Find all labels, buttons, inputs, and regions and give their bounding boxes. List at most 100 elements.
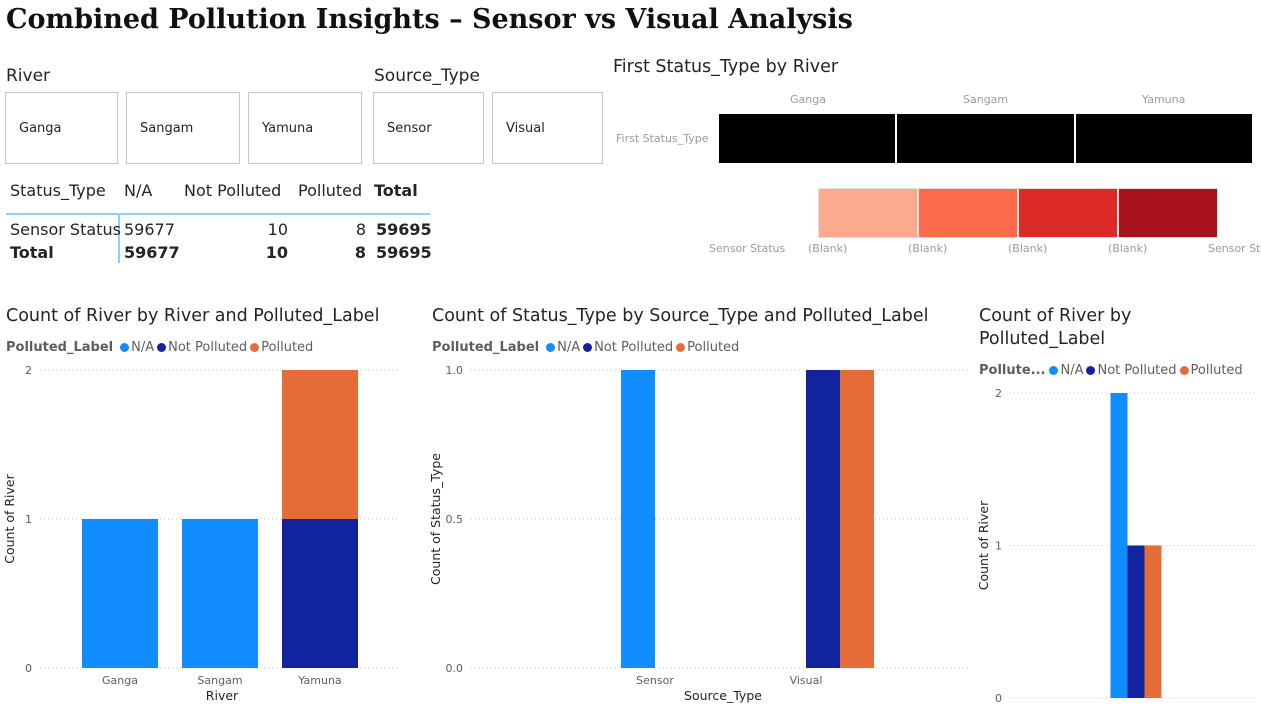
chart1-legend-na[interactable]: N/A <box>120 340 154 355</box>
matrix-total-not-polluted: 10 <box>265 243 288 262</box>
heat-swatch-4 <box>1119 189 1217 237</box>
chart2-legend-na[interactable]: N/A <box>546 340 580 355</box>
chart3-legend-title: Pollute... <box>979 363 1046 378</box>
river-slicer-title: River <box>6 66 51 86</box>
legend-label: N/A <box>131 340 155 355</box>
legend-dot-icon <box>1086 365 1096 375</box>
heat-swatch-3 <box>1019 189 1117 237</box>
x-tick-label: Sensor <box>636 674 674 687</box>
y-tick-label: 1.0 <box>446 364 464 377</box>
y-tick-label: 2 <box>995 387 1002 400</box>
matrix-header-polluted[interactable]: Polluted <box>298 181 363 200</box>
chart3-legend-na[interactable]: N/A <box>1049 363 1083 378</box>
y-axis-title: Count of River <box>976 500 991 590</box>
page-title: Combined Pollution Insights – Sensor vs … <box>6 4 853 35</box>
x-tick-label: Visual <box>790 674 823 687</box>
y-axis-title: Count of Status_Type <box>428 453 443 585</box>
chart2-plot: 0.0 0.5 1.0 Sensor Visual Count of Status_Typ… <box>428 364 968 703</box>
bar-n-a <box>182 519 258 668</box>
chart3-legend-polluted[interactable]: Polluted <box>1179 363 1243 378</box>
legend-dot-icon <box>583 342 593 352</box>
matrix-row-label[interactable]: Sensor Status <box>10 220 121 239</box>
legend-label: Not Polluted <box>594 340 674 355</box>
heatmap-col-yamuna: Yamuna <box>1142 93 1186 106</box>
chart2-title: Count of Status_Type by Source_Type and … <box>432 306 929 326</box>
y-tick-label: 1 <box>995 540 1002 553</box>
bar-polluted <box>1144 545 1162 698</box>
matrix-header-divider <box>6 213 430 215</box>
chart2-legend: Polluted_Label N/A Not Polluted Polluted <box>432 340 742 355</box>
y-tick-label: 2 <box>25 364 32 377</box>
chart1-plot: 0 1 2 Ganga Sangam Yamuna Count of River River <box>2 364 400 703</box>
heat-label-sensor-status: Sensor Status <box>709 242 786 255</box>
heat-swatch-1 <box>819 189 917 237</box>
matrix-total-total: 59695 <box>376 243 432 262</box>
heat-label-blank-4: (Blank) <box>1108 242 1148 255</box>
matrix-row-divider <box>118 215 120 263</box>
y-tick-label: 0.0 <box>446 662 464 675</box>
x-tick-label: Ganga <box>102 674 138 687</box>
slicer-tile-visual[interactable]: Visual <box>492 92 603 164</box>
x-tick-label: Sangam <box>197 674 242 687</box>
y-tick-label: 0 <box>25 662 32 675</box>
matrix-header-total[interactable]: Total <box>374 181 418 200</box>
slicer-tile-sangam[interactable]: Sangam <box>126 92 240 164</box>
heatmap-cell-yamuna[interactable] <box>1075 114 1252 163</box>
slicer-tile-sensor[interactable]: Sensor <box>373 92 484 164</box>
y-tick-label: 0 <box>995 692 1002 705</box>
heat-label-blank-1: (Blank) <box>808 242 848 255</box>
legend-dot-icon <box>120 342 130 352</box>
heat-label-blank-2: (Blank) <box>908 242 948 255</box>
x-axis-title: Source_Type <box>684 688 762 703</box>
chart1-legend-not-polluted[interactable]: Not Polluted <box>157 340 247 355</box>
matrix-cell-total: 59695 <box>376 220 432 239</box>
slicer-tile-ganga[interactable]: Ganga <box>5 92 118 164</box>
heatmap-col-ganga: Ganga <box>790 93 826 106</box>
legend-dot-icon <box>157 342 167 352</box>
legend-label: Polluted <box>1190 363 1243 378</box>
heat-swatch-2 <box>919 189 1017 237</box>
chart1-legend-title: Polluted_Label <box>6 340 114 355</box>
legend-label: Polluted <box>261 340 314 355</box>
matrix-header-na[interactable]: N/A <box>124 181 153 200</box>
chart3-legend-not-polluted[interactable]: Not Polluted <box>1086 363 1177 378</box>
heat-legend-strip <box>818 188 1218 238</box>
chart1-legend: Polluted_Label N/A Not Polluted Polluted <box>6 340 316 355</box>
y-tick-label: 1 <box>25 513 32 526</box>
matrix-header-status-type[interactable]: Status_Type <box>10 181 106 200</box>
x-axis-title: River <box>206 688 239 703</box>
matrix-cell-na: 59677 <box>124 220 175 239</box>
bar-polluted <box>840 370 874 668</box>
legend-label: Polluted <box>687 340 740 355</box>
matrix-total-label: Total <box>10 243 54 262</box>
legend-label: Not Polluted <box>168 340 248 355</box>
chart3-title: Count of River by Polluted_Label <box>979 306 1132 349</box>
heat-label-sensor-status-2: Sensor Sta <box>1208 242 1261 255</box>
legend-label: N/A <box>1060 363 1084 378</box>
legend-label: Not Polluted <box>1097 363 1177 378</box>
heatmap-band <box>719 114 1252 163</box>
legend-dot-icon <box>676 342 686 352</box>
matrix-header-not-polluted[interactable]: Not Polluted <box>184 181 282 200</box>
chart2-legend-polluted[interactable]: Polluted <box>676 340 739 355</box>
chart1-legend-polluted[interactable]: Polluted <box>250 340 313 355</box>
status-matrix: Status_Type N/A Not Polluted Polluted To… <box>6 176 432 266</box>
chart2-legend-not-polluted[interactable]: Not Polluted <box>583 340 673 355</box>
chart3-legend: Pollute... N/A Not Polluted Polluted <box>979 363 1246 378</box>
slicer-tile-yamuna[interactable]: Yamuna <box>248 92 362 164</box>
chart1-title: Count of River by River and Polluted_Lab… <box>6 306 380 326</box>
y-axis-title: Count of River <box>2 473 17 563</box>
legend-dot-icon <box>250 342 260 352</box>
heatmap-title: First Status_Type by River <box>613 57 839 77</box>
source-type-slicer-title: Source_Type <box>374 66 480 86</box>
matrix-cell-polluted: 8 <box>355 220 366 239</box>
bar-n-a <box>621 370 655 668</box>
matrix-total-na: 59677 <box>124 243 180 262</box>
bar-n-a <box>1110 393 1128 698</box>
heatmap-cell-sangam[interactable] <box>897 114 1074 163</box>
heatmap-row-label: First Status_Type <box>616 132 709 145</box>
legend-dot-icon <box>1049 365 1059 375</box>
bar-not-polluted <box>806 370 840 668</box>
heatmap-cell-ganga[interactable] <box>719 114 896 163</box>
legend-dot-icon <box>546 342 556 352</box>
